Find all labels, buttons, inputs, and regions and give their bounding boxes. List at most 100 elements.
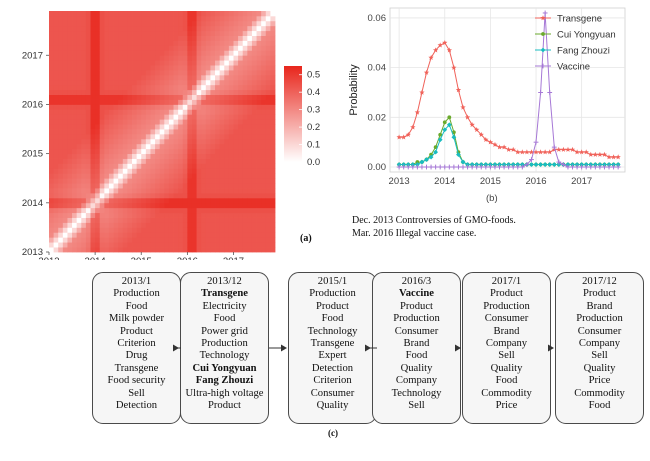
heatmap-cell bbox=[219, 133, 225, 140]
heatmap-cell bbox=[205, 104, 211, 110]
heatmap-cell bbox=[155, 84, 161, 91]
heatmap-cell bbox=[196, 20, 202, 27]
topic-term: Technology bbox=[391, 387, 442, 399]
heatmap-cell bbox=[233, 212, 239, 218]
heatmap-cell bbox=[242, 74, 248, 81]
heatmap-cell bbox=[122, 148, 128, 155]
heatmap-cell bbox=[53, 35, 59, 41]
heatmap-cell bbox=[210, 188, 216, 194]
heatmap-cell bbox=[187, 30, 193, 36]
heatmap-cell bbox=[118, 84, 124, 91]
heatmap-cell bbox=[168, 84, 174, 91]
heatmap-cell bbox=[62, 60, 68, 66]
heatmap-cell bbox=[58, 94, 64, 100]
heatmap-cell bbox=[108, 138, 114, 145]
heatmap-cell bbox=[49, 168, 55, 174]
heatmap-cell bbox=[247, 79, 253, 86]
heatmap-cell bbox=[261, 143, 267, 150]
heatmap-cell bbox=[242, 192, 248, 199]
heatmap-cell bbox=[81, 45, 87, 51]
heatmap-cell bbox=[224, 247, 230, 253]
heatmap-cell bbox=[247, 153, 253, 159]
heatmap-cell bbox=[104, 247, 110, 253]
heatmap-cell bbox=[215, 133, 221, 140]
heatmap-cell bbox=[256, 183, 262, 189]
heatmap-cell bbox=[141, 227, 147, 233]
marker-star bbox=[547, 149, 553, 155]
heatmap-cell bbox=[233, 99, 239, 105]
heatmap-cell bbox=[164, 202, 170, 209]
heatmap-cell bbox=[155, 109, 161, 115]
heatmap-cell bbox=[173, 227, 179, 233]
heatmap-cell bbox=[62, 45, 68, 51]
heatmap-cell bbox=[251, 25, 257, 32]
heatmap-cell bbox=[76, 242, 82, 248]
marker-dot bbox=[415, 160, 420, 164]
heatmap-cell bbox=[215, 11, 221, 17]
heatmap-cell bbox=[261, 197, 267, 204]
heatmap-cell bbox=[265, 192, 271, 199]
topic-term: Technology bbox=[199, 350, 250, 362]
heatmap-cell bbox=[90, 129, 96, 135]
heatmap-cell bbox=[127, 188, 133, 194]
heatmap-cell bbox=[238, 202, 244, 209]
heatmap-cell bbox=[270, 212, 276, 218]
heatmap-cell bbox=[228, 94, 234, 100]
heatmap-cell bbox=[178, 178, 184, 184]
heatmap-cell bbox=[155, 25, 161, 32]
heatmap-cell bbox=[182, 222, 188, 228]
heatmap-cell bbox=[182, 99, 188, 105]
heatmap-cell bbox=[132, 173, 138, 179]
heatmap-cell bbox=[270, 114, 276, 120]
heatmap-cell bbox=[108, 70, 114, 76]
heatmap-cell bbox=[256, 15, 262, 22]
heatmap-cell bbox=[261, 163, 267, 169]
heatmap-cell bbox=[196, 94, 202, 100]
heatmap-cell bbox=[187, 212, 193, 218]
heatmap-cell bbox=[201, 202, 207, 209]
heatmap-cell bbox=[265, 114, 271, 120]
heatmap-cell bbox=[168, 232, 174, 238]
heatmap-cell bbox=[53, 114, 59, 120]
heatmap-cell bbox=[173, 158, 179, 164]
heatmap-cell bbox=[159, 143, 165, 150]
heatmap-cell bbox=[247, 55, 253, 61]
heatmap-cell bbox=[182, 153, 188, 159]
heatmap-cell bbox=[145, 143, 151, 150]
heatmap-cell bbox=[76, 124, 82, 130]
heatmap-cell bbox=[196, 89, 202, 96]
heatmap-cell bbox=[72, 84, 78, 91]
heatmap-cell bbox=[136, 74, 142, 81]
heatmap-cell bbox=[205, 192, 211, 199]
heatmap-cell bbox=[191, 11, 197, 17]
heatmap-cell bbox=[141, 11, 147, 17]
heatmap-cell bbox=[261, 104, 267, 110]
heatmap-cell bbox=[104, 104, 110, 110]
heatmap-cell bbox=[168, 183, 174, 189]
heatmap-cell bbox=[67, 15, 73, 22]
heatmap-cell bbox=[145, 183, 151, 189]
heatmap-cell bbox=[247, 202, 253, 209]
heatmap-cell bbox=[145, 65, 151, 71]
heatmap-cell bbox=[85, 104, 91, 110]
heatmap-cell bbox=[238, 232, 244, 238]
heatmap-cell bbox=[76, 55, 82, 61]
heatmap-cell bbox=[145, 35, 151, 41]
heatmap-cell bbox=[95, 99, 101, 105]
heatmap-cell bbox=[72, 40, 78, 46]
heatmap-cell bbox=[178, 124, 184, 130]
heatmap-cell bbox=[81, 222, 87, 228]
heatmap-cell bbox=[159, 114, 165, 120]
heatmap-cell bbox=[224, 168, 230, 174]
heatmap-cell bbox=[182, 212, 188, 218]
heatmap-cell bbox=[118, 55, 124, 61]
heatmap-cell bbox=[215, 217, 221, 223]
heatmap-cell bbox=[90, 84, 96, 91]
heatmap-cell bbox=[201, 178, 207, 184]
heatmap-cell bbox=[182, 60, 188, 66]
heatmap-cell bbox=[173, 84, 179, 91]
heatmap-cell bbox=[247, 207, 253, 214]
heatmap-cell bbox=[127, 94, 133, 100]
heatmap-cell bbox=[53, 138, 59, 145]
heatmap-cell bbox=[210, 178, 216, 184]
